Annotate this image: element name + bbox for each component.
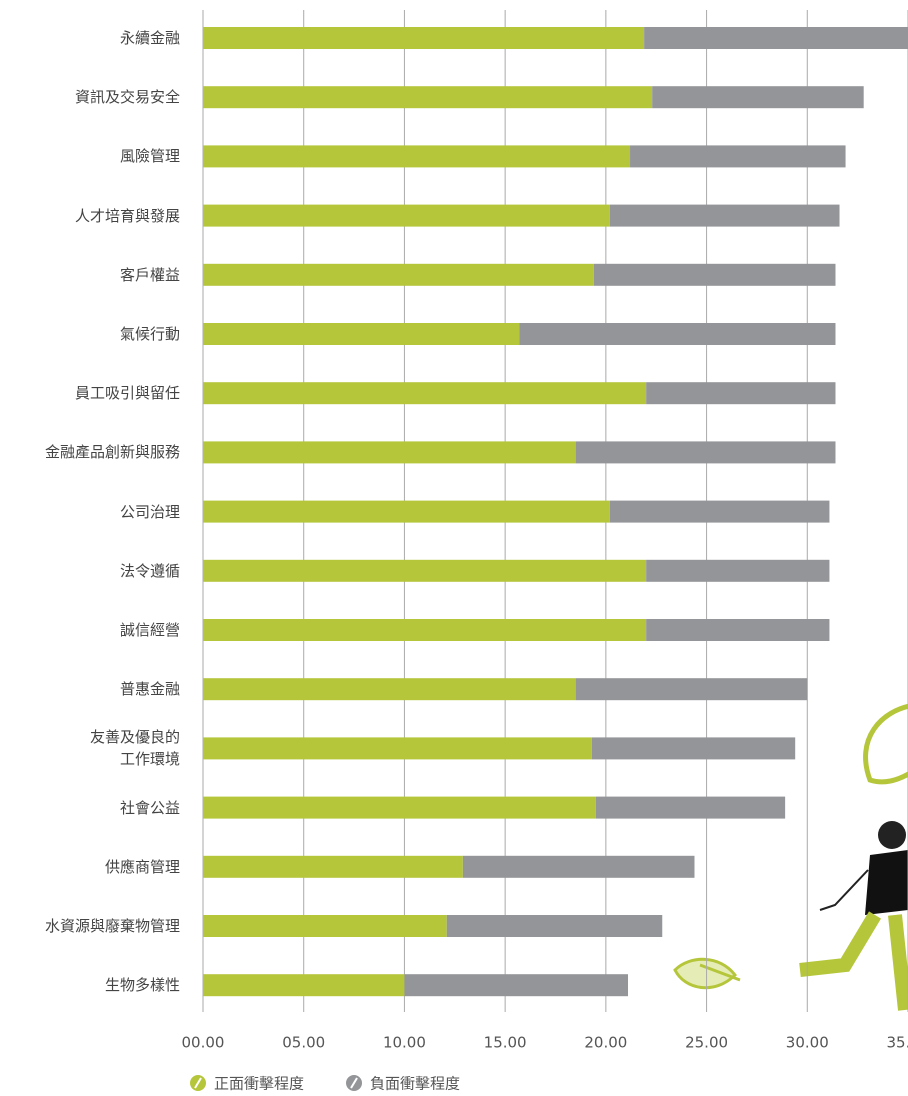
category-label: 社會公益 bbox=[119, 798, 180, 817]
category-label: 法令遵循 bbox=[119, 561, 180, 580]
bar-segment bbox=[446, 915, 663, 937]
bar-segment bbox=[575, 678, 808, 701]
bar-segment bbox=[203, 145, 631, 168]
x-tick-label: 05.00 bbox=[282, 1034, 325, 1052]
legend-icon-leaf bbox=[350, 1077, 358, 1089]
bar-segment bbox=[462, 855, 695, 878]
category-label: 供應商管理 bbox=[104, 857, 180, 876]
bar-segment bbox=[609, 500, 830, 523]
bar-segment bbox=[609, 204, 840, 227]
category-label: 水資源與廢棄物管理 bbox=[44, 917, 180, 935]
bar-segment bbox=[203, 263, 594, 286]
x-tick-label: 20.00 bbox=[584, 1034, 627, 1052]
bar-segment bbox=[646, 619, 830, 641]
bar-segment bbox=[591, 737, 796, 760]
x-tick-label: 35.00 bbox=[887, 1034, 908, 1052]
category-label: 公司治理 bbox=[119, 502, 180, 521]
category-label: 金融產品創新與服務 bbox=[44, 443, 180, 462]
x-tick-label: 25.00 bbox=[685, 1034, 728, 1052]
bar-segment bbox=[644, 27, 908, 49]
bar-segment bbox=[593, 263, 836, 286]
category-label: 永續金融 bbox=[119, 29, 180, 47]
bar-segment bbox=[646, 382, 836, 405]
bar-segment bbox=[203, 86, 653, 109]
category-label: 生物多樣性 bbox=[104, 976, 180, 995]
category-label: 資訊及交易安全 bbox=[74, 88, 180, 107]
x-tick-label: 10.00 bbox=[383, 1034, 426, 1052]
bar-segment bbox=[519, 323, 836, 345]
bar-segment bbox=[575, 441, 836, 464]
category-label: 人才培育與發展 bbox=[74, 206, 180, 225]
bar-segment bbox=[203, 737, 592, 760]
category-label: 氣候行動 bbox=[119, 325, 180, 343]
category-label: 客戶權益 bbox=[119, 265, 180, 284]
bar-segment bbox=[203, 441, 576, 464]
bar-segment bbox=[203, 678, 576, 701]
bar-segment bbox=[203, 204, 610, 227]
bar-segment bbox=[630, 145, 846, 168]
bar-segment bbox=[203, 27, 645, 49]
legend-icon-leaf bbox=[194, 1077, 202, 1089]
legend-label: 正面衝擊程度 bbox=[214, 1075, 304, 1093]
bar-segment bbox=[652, 86, 864, 109]
bar-segment bbox=[404, 974, 629, 997]
category-label: 員工吸引與留任 bbox=[74, 384, 180, 403]
category-label: 風險管理 bbox=[119, 147, 180, 166]
bar-segment bbox=[203, 855, 463, 878]
category-label: 普惠金融 bbox=[119, 680, 180, 699]
x-tick-label: 00.00 bbox=[182, 1034, 225, 1052]
x-tick-label: 15.00 bbox=[484, 1034, 527, 1052]
legend-label: 負面衝擊程度 bbox=[370, 1075, 460, 1093]
x-tick-label: 30.00 bbox=[786, 1034, 829, 1052]
bar-segment bbox=[646, 559, 830, 582]
bar-segment bbox=[203, 796, 596, 819]
bar-segment bbox=[203, 619, 647, 641]
bar-segment bbox=[203, 500, 610, 523]
bar-segment bbox=[203, 915, 447, 937]
bar-segment bbox=[203, 323, 520, 345]
category-label: 友善及優良的 工作環境 bbox=[89, 728, 180, 769]
category-label: 誠信經營 bbox=[119, 621, 180, 639]
bar-segment bbox=[203, 382, 647, 405]
bar-segment bbox=[203, 974, 405, 997]
bar-segment bbox=[203, 559, 647, 582]
bar-segment bbox=[595, 796, 786, 819]
decoration bbox=[673, 703, 908, 1011]
